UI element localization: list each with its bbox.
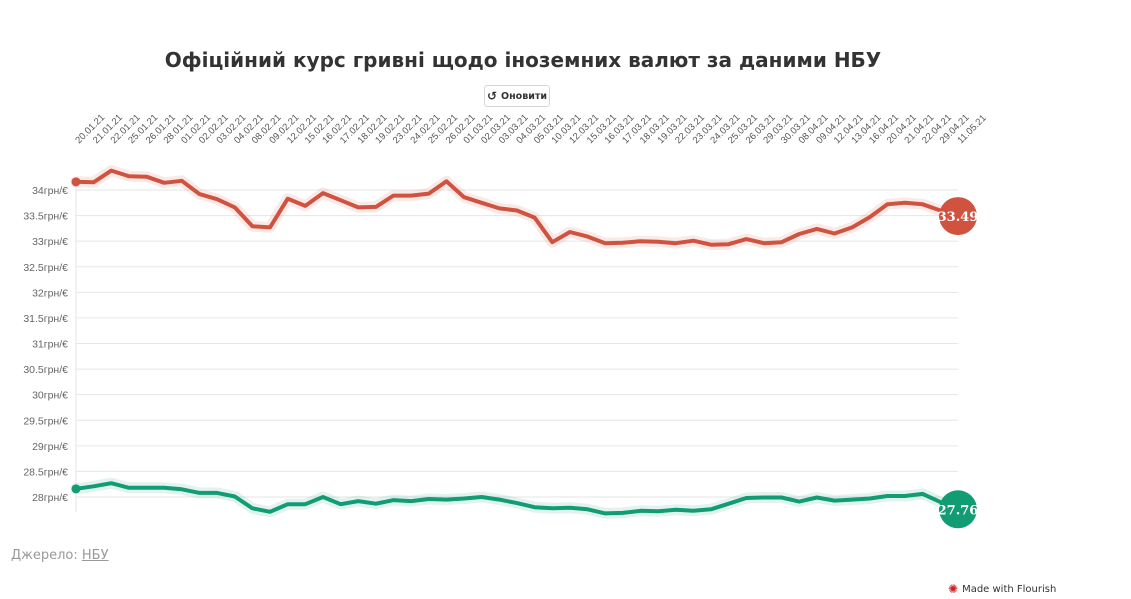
end-value-label: 27.76 [938, 503, 979, 518]
chart-series [70, 165, 964, 519]
source-note: Джерело: НБУ [11, 548, 109, 563]
chart-title: Офіційний курс гривні щодо іноземних вал… [164, 48, 882, 72]
y-tick-label: 34грн/€ [32, 185, 68, 197]
refresh-button-label: Оновити [501, 90, 548, 102]
flourish-label: Made with Flourish [962, 583, 1057, 595]
series-line [74, 168, 960, 247]
y-tick-label: 32грн/€ [32, 287, 68, 299]
y-tick-label: 28.5грн/€ [23, 466, 68, 478]
end-value-marker [939, 197, 977, 236]
refresh-icon: ↺ [486, 89, 498, 103]
source-label: Джерело: [11, 548, 78, 563]
y-tick-label: 31грн/€ [32, 339, 68, 351]
y-tick-label: 33.5грн/€ [23, 211, 68, 223]
series-start-point [71, 484, 81, 494]
line-chart: 34грн/€ 33.5грн/€ 33грн/€ 32.5грн/€ 32грн/€ 3… [23, 112, 989, 529]
source-link[interactable]: НБУ [81, 548, 109, 563]
y-tick-label: 30грн/€ [32, 390, 68, 402]
series-start-point [71, 177, 81, 187]
series-line [74, 481, 960, 516]
end-value-label: 33.49 [938, 210, 979, 225]
y-axis-ticks: 34грн/€ 33.5грн/€ 33грн/€ 32.5грн/€ 32грн/€ 3… [23, 185, 68, 504]
refresh-button[interactable]: ↺ Оновити [484, 85, 550, 107]
y-tick-label: 30.5грн/€ [23, 364, 68, 376]
flourish-icon: ✺ [948, 582, 959, 596]
flourish-credit[interactable]: ✺ Made with Flourish [948, 583, 1056, 595]
y-tick-label: 33грн/€ [32, 236, 68, 248]
y-tick-label: 29.5грн/€ [23, 415, 68, 427]
y-tick-label: 31.5грн/€ [23, 313, 68, 325]
series-line-glow [70, 165, 964, 251]
y-tick-label: 29грн/€ [32, 441, 68, 453]
chart-grid [75, 182, 958, 512]
y-tick-label: 32.5грн/€ [23, 262, 68, 274]
end-value-marker [939, 490, 977, 529]
y-tick-label: 28грн/€ [32, 492, 68, 504]
end-labels: 33.49 27.76 [938, 197, 979, 529]
x-axis-ticks: 20.01.2121.01.2122.01.2125.01.2126.01.21… [73, 112, 988, 146]
